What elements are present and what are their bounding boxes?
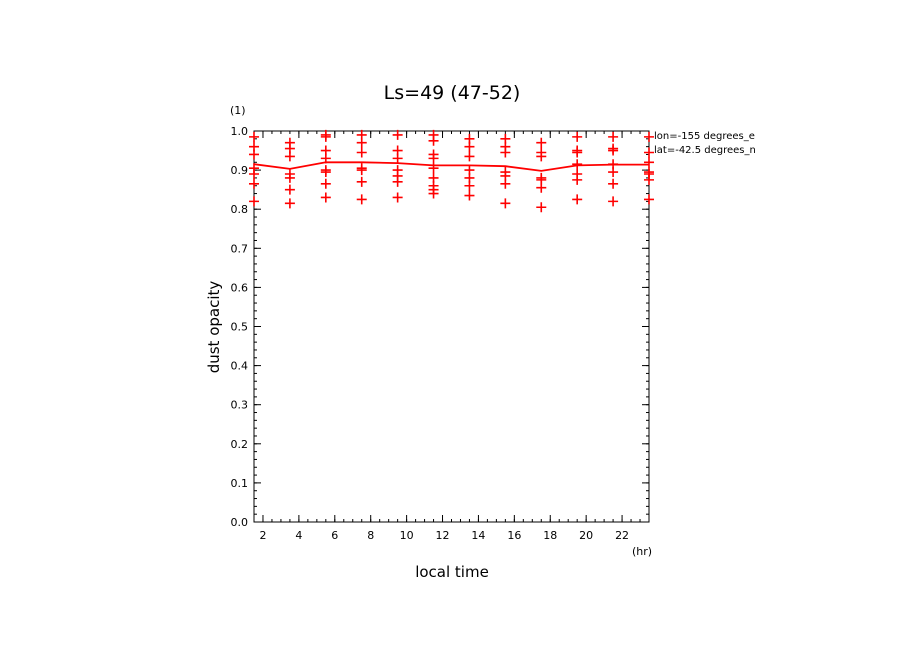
scatter-point — [608, 178, 619, 189]
scatter-point — [536, 151, 547, 162]
scatter-point — [644, 147, 654, 158]
scatter-point — [608, 131, 619, 142]
scatter-point — [464, 190, 475, 201]
y-tick-label: 1.0 — [231, 125, 249, 138]
scatter-point — [572, 147, 583, 158]
scatter-point — [608, 196, 619, 207]
scatter-point — [284, 172, 295, 183]
scatter-point — [249, 131, 259, 142]
x-tick-label: 20 — [579, 529, 593, 542]
scatter-point — [644, 157, 654, 168]
y-tick-label: 0.5 — [231, 321, 249, 334]
y-axis-ticks: 0.0 0.1 0.2 0.3 0.4 0.5 0.6 0.7 0.8 0.9 1.0 — [231, 125, 649, 529]
mean-line — [253, 161, 649, 172]
scatter-point — [572, 131, 583, 142]
scatter-point — [392, 129, 403, 140]
x-axis-ticks: 2 4 6 8 10 12 14 16 18 20 22 — [259, 131, 629, 542]
y-tick-label: 0.9 — [231, 164, 249, 177]
scatter-point — [356, 165, 367, 176]
scatter-point — [536, 137, 547, 148]
lon-annotation: lon=-155 degrees_e — [654, 131, 755, 142]
scatter-point — [249, 169, 259, 180]
scatter-point — [320, 178, 331, 189]
scatter-point — [644, 131, 654, 142]
scatter-point — [249, 196, 259, 207]
chart-title: Ls=49 (47-52) — [384, 82, 521, 104]
x-tick-label: 12 — [436, 529, 450, 542]
scatter-point — [392, 176, 403, 187]
x-tick-label: 10 — [400, 529, 414, 542]
scatter-point — [500, 178, 511, 189]
scatter-point — [500, 147, 511, 158]
x-unit-label: (hr) — [632, 545, 652, 558]
scatter-point — [608, 167, 619, 178]
scatter-point — [572, 194, 583, 205]
scatter-point — [284, 151, 295, 162]
scatter-point — [356, 176, 367, 187]
x-tick-label: 22 — [615, 529, 629, 542]
y-tick-label: 0.1 — [231, 477, 249, 490]
scatter-point — [356, 147, 367, 158]
scatter-point — [356, 194, 367, 205]
scatter-point — [284, 184, 295, 195]
y-tick-label: 0.6 — [231, 281, 249, 294]
scatter-point — [392, 153, 403, 164]
scatter-point — [644, 174, 654, 185]
x-tick-label: 6 — [331, 529, 338, 542]
y-axis-label: dust opacity — [205, 281, 223, 374]
y-tick-label: 0.4 — [231, 360, 249, 373]
scatter-point — [392, 192, 403, 203]
mean-series — [253, 161, 649, 172]
scatter-point — [320, 131, 331, 142]
scatter-point — [249, 149, 259, 160]
scatter-point — [428, 188, 439, 199]
scatter-point — [536, 182, 547, 193]
scatter-markers — [249, 129, 654, 213]
scatter-point — [608, 145, 619, 156]
x-tick-label: 4 — [295, 529, 302, 542]
x-tick-label: 18 — [543, 529, 557, 542]
y-tick-label: 0.7 — [231, 242, 249, 255]
y-tick-label: 0.0 — [231, 516, 249, 529]
scatter-point — [320, 192, 331, 203]
x-axis-label: local time — [415, 563, 489, 581]
scatter-point — [500, 198, 511, 209]
scatter-point — [464, 151, 475, 162]
y-tick-label: 0.8 — [231, 203, 249, 216]
scatter-point — [572, 159, 583, 170]
scatter-point — [356, 137, 367, 148]
scatter-point — [249, 178, 259, 189]
x-tick-label: 16 — [507, 529, 521, 542]
scatter-point — [464, 141, 475, 152]
x-tick-label: 2 — [259, 529, 266, 542]
x-tick-label: 8 — [367, 529, 374, 542]
y-unit-label: (1) — [230, 104, 246, 117]
scatter-point — [536, 202, 547, 213]
y-tick-label: 0.2 — [231, 438, 249, 451]
scatter-point — [644, 194, 654, 205]
y-tick-label: 0.3 — [231, 399, 249, 412]
minor-ticks — [254, 130, 650, 523]
scatter-point — [284, 198, 295, 209]
x-tick-label: 14 — [471, 529, 485, 542]
plot-frame — [253, 130, 650, 523]
scatter-point — [428, 135, 439, 146]
scatter-point — [320, 167, 331, 178]
lat-annotation: lat=-42.5 degrees_n — [654, 145, 756, 156]
scatter-point — [428, 153, 439, 164]
scatter-point — [464, 180, 475, 191]
scatter-point — [572, 174, 583, 185]
